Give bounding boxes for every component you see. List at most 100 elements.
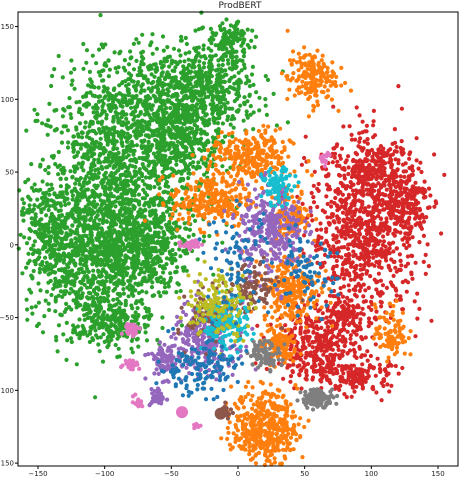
data-point <box>215 97 220 102</box>
data-point <box>100 218 105 223</box>
data-point <box>316 188 321 193</box>
data-point <box>81 240 86 245</box>
data-point <box>84 134 90 139</box>
data-point <box>403 264 408 269</box>
data-point <box>168 271 173 276</box>
data-point <box>164 105 169 111</box>
data-point <box>51 269 56 275</box>
data-point <box>312 169 317 174</box>
data-point <box>318 221 323 226</box>
data-point <box>60 274 65 279</box>
data-point <box>70 249 75 254</box>
data-point <box>90 53 95 58</box>
data-point <box>172 144 177 149</box>
data-point <box>119 140 124 145</box>
data-point <box>398 174 403 179</box>
data-point <box>200 76 205 81</box>
data-point <box>88 285 93 290</box>
data-point <box>86 269 91 274</box>
data-point <box>314 227 319 232</box>
data-point <box>99 121 104 126</box>
data-point <box>105 181 110 186</box>
data-point <box>114 112 119 117</box>
data-point <box>191 84 196 89</box>
data-point <box>50 73 55 79</box>
data-point <box>325 215 330 220</box>
data-point <box>94 175 99 180</box>
data-point <box>65 262 70 267</box>
data-point <box>26 177 31 182</box>
data-point <box>176 48 182 53</box>
data-point <box>154 213 159 218</box>
data-point <box>113 204 118 209</box>
data-point <box>103 231 108 236</box>
data-point <box>122 58 127 63</box>
data-point <box>178 254 183 259</box>
data-point <box>121 100 126 105</box>
data-point <box>106 343 111 348</box>
data-point <box>18 232 23 237</box>
data-point <box>244 74 249 79</box>
data-point <box>167 119 172 124</box>
data-point <box>47 192 52 197</box>
data-point <box>96 157 101 162</box>
data-point <box>79 266 84 271</box>
data-point <box>53 276 58 281</box>
data-point <box>91 140 96 145</box>
data-point <box>62 221 67 226</box>
data-point <box>89 202 95 207</box>
data-point <box>224 17 229 22</box>
data-point <box>98 252 103 257</box>
data-point <box>341 276 347 281</box>
data-point <box>69 339 74 345</box>
data-point <box>127 198 132 204</box>
data-point <box>31 243 36 248</box>
series-0 <box>16 10 290 400</box>
data-point <box>192 130 197 135</box>
data-point <box>124 145 129 150</box>
data-point <box>93 114 98 120</box>
data-point <box>74 209 79 214</box>
data-point <box>27 236 32 241</box>
data-point <box>330 214 335 219</box>
data-point <box>432 152 437 157</box>
data-point <box>46 301 51 306</box>
data-point <box>115 116 120 121</box>
data-point <box>81 66 86 71</box>
data-point <box>393 265 398 270</box>
data-point <box>89 216 94 221</box>
data-point <box>142 264 148 269</box>
data-point <box>250 28 255 33</box>
data-point <box>180 196 185 201</box>
data-point <box>111 114 116 119</box>
data-point <box>74 275 79 280</box>
data-point <box>89 230 94 235</box>
data-point <box>223 106 228 112</box>
data-point <box>195 257 200 262</box>
data-point <box>149 89 154 94</box>
data-point <box>92 199 97 204</box>
data-point <box>151 199 156 204</box>
data-point <box>369 294 374 299</box>
data-point <box>116 150 121 155</box>
data-point <box>116 98 121 103</box>
data-point <box>68 112 73 117</box>
data-point <box>251 127 256 132</box>
data-point <box>47 203 52 209</box>
data-point <box>111 297 116 302</box>
data-point <box>163 75 168 80</box>
data-point <box>49 292 54 298</box>
data-point <box>143 74 148 79</box>
data-point <box>70 223 75 228</box>
data-point <box>161 190 166 195</box>
data-point <box>106 130 111 135</box>
data-point <box>173 153 178 158</box>
data-point <box>61 124 66 129</box>
data-point <box>184 153 189 158</box>
data-point <box>58 176 63 181</box>
data-point <box>187 50 192 55</box>
data-point <box>58 208 63 213</box>
data-point <box>221 102 227 107</box>
data-point <box>89 162 94 167</box>
data-point <box>320 208 325 213</box>
